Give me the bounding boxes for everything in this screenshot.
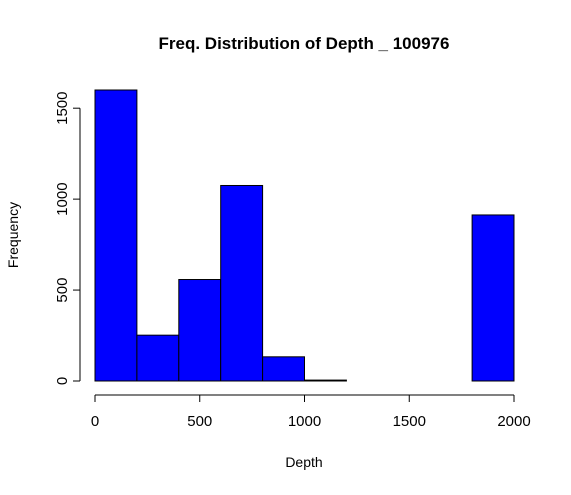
y-tick-label-3: 1500 [54,92,71,125]
x-axis-label: Depth [285,454,322,470]
histogram-bar-9 [471,214,515,382]
y-axis: 0 500 1000 1500 [54,92,81,385]
histogram-bar-5 [304,379,347,382]
x-axis: 0 500 1000 1500 2000 [91,394,531,430]
x-tick-label-1: 500 [187,413,212,430]
histogram-bar-1 [136,334,180,382]
bars-group [94,89,515,382]
histogram-bar-0 [94,89,138,382]
x-tick-label-4: 2000 [497,413,530,430]
x-tick-label-2: 1000 [288,413,321,430]
y-axis-label: Frequency [5,202,21,268]
x-tick-label-0: 0 [91,413,99,430]
y-tick-label-2: 1000 [54,182,71,215]
histogram-bar-3 [220,184,264,382]
chart-title: Freq. Distribution of Depth _ 100976 [159,34,450,53]
histogram-bar-2 [178,279,222,382]
histogram-bar-4 [262,356,306,382]
y-tick-label-0: 0 [54,377,71,385]
y-tick-label-1: 500 [54,278,71,303]
x-tick-label-3: 1500 [393,413,426,430]
